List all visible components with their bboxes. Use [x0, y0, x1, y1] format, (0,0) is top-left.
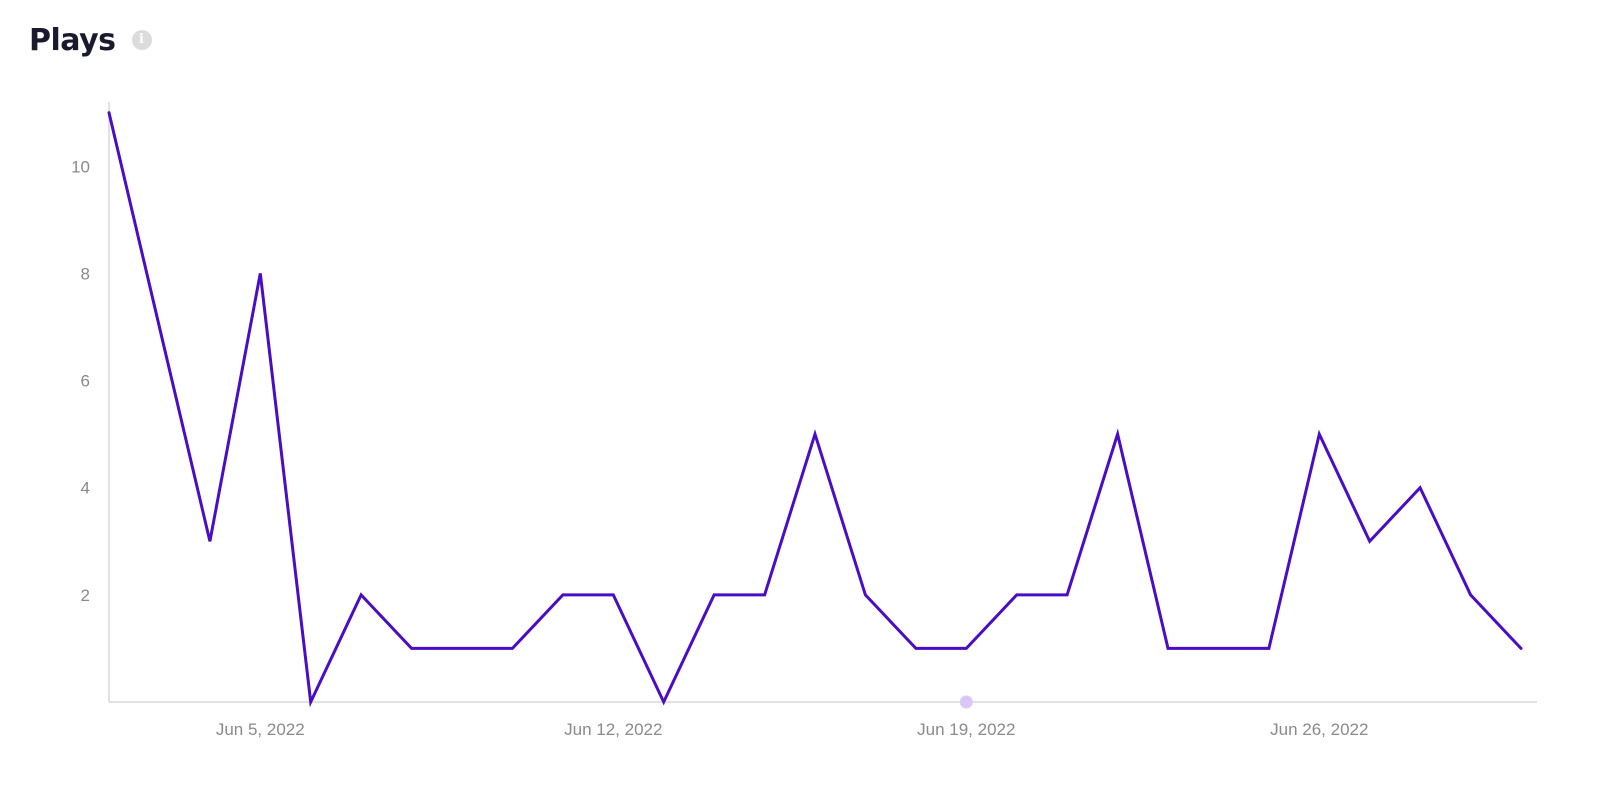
x-axis-tick-labels: Jun 5, 2022 Jun 12, 2022 Jun 19, 2022 Jun 2… — [216, 720, 1369, 739]
data-point[interactable] — [1364, 535, 1376, 547]
info-icon[interactable]: i — [131, 30, 152, 50]
y-tick-label: 8 — [81, 264, 90, 283]
data-point[interactable] — [204, 535, 216, 547]
x-tick-label: Jun 12, 2022 — [564, 720, 662, 739]
data-point[interactable] — [1263, 642, 1275, 654]
x-tick-label: Jun 19, 2022 — [917, 720, 1015, 739]
data-point[interactable] — [1515, 642, 1527, 654]
y-tick-label: 2 — [81, 586, 90, 605]
y-tick-label: 10 — [71, 157, 90, 176]
chart-header: Plays i — [29, 18, 152, 62]
x-tick-label: Jun 26, 2022 — [1270, 720, 1368, 739]
data-point[interactable] — [708, 589, 720, 601]
data-point[interactable] — [1465, 589, 1477, 601]
data-point[interactable] — [254, 267, 266, 279]
data-point[interactable] — [1414, 482, 1426, 494]
data-point[interactable] — [1011, 589, 1023, 601]
data-point[interactable] — [910, 642, 922, 654]
data-point[interactable] — [859, 589, 871, 601]
chart-title: Plays — [29, 22, 116, 58]
data-point[interactable] — [456, 642, 468, 654]
data-point[interactable] — [1212, 642, 1224, 654]
series-layer — [103, 107, 1527, 708]
data-point[interactable] — [1061, 589, 1073, 601]
y-tick-label: 6 — [81, 372, 90, 391]
data-point[interactable] — [355, 589, 367, 601]
data-point[interactable] — [1313, 428, 1325, 440]
data-point[interactable] — [406, 642, 418, 654]
data-point[interactable] — [557, 589, 569, 601]
data-point[interactable] — [607, 589, 619, 601]
data-point[interactable] — [1162, 642, 1174, 654]
data-point[interactable] — [960, 642, 972, 654]
marker-layer — [959, 695, 973, 709]
x-tick-label: Jun 5, 2022 — [216, 720, 305, 739]
data-point[interactable] — [153, 321, 165, 333]
data-point[interactable] — [103, 107, 115, 119]
data-point[interactable] — [305, 696, 317, 708]
data-point[interactable] — [809, 428, 821, 440]
data-point[interactable] — [1112, 428, 1124, 440]
data-point[interactable] — [759, 589, 771, 601]
series-line — [107, 111, 1523, 708]
y-axis-tick-labels: 2 4 6 8 10 — [71, 157, 90, 605]
data-point[interactable] — [658, 696, 670, 708]
y-tick-label: 4 — [81, 479, 90, 498]
data-point[interactable] — [506, 642, 518, 654]
chart-axes — [108, 102, 1537, 703]
hover-marker[interactable] — [959, 695, 973, 709]
